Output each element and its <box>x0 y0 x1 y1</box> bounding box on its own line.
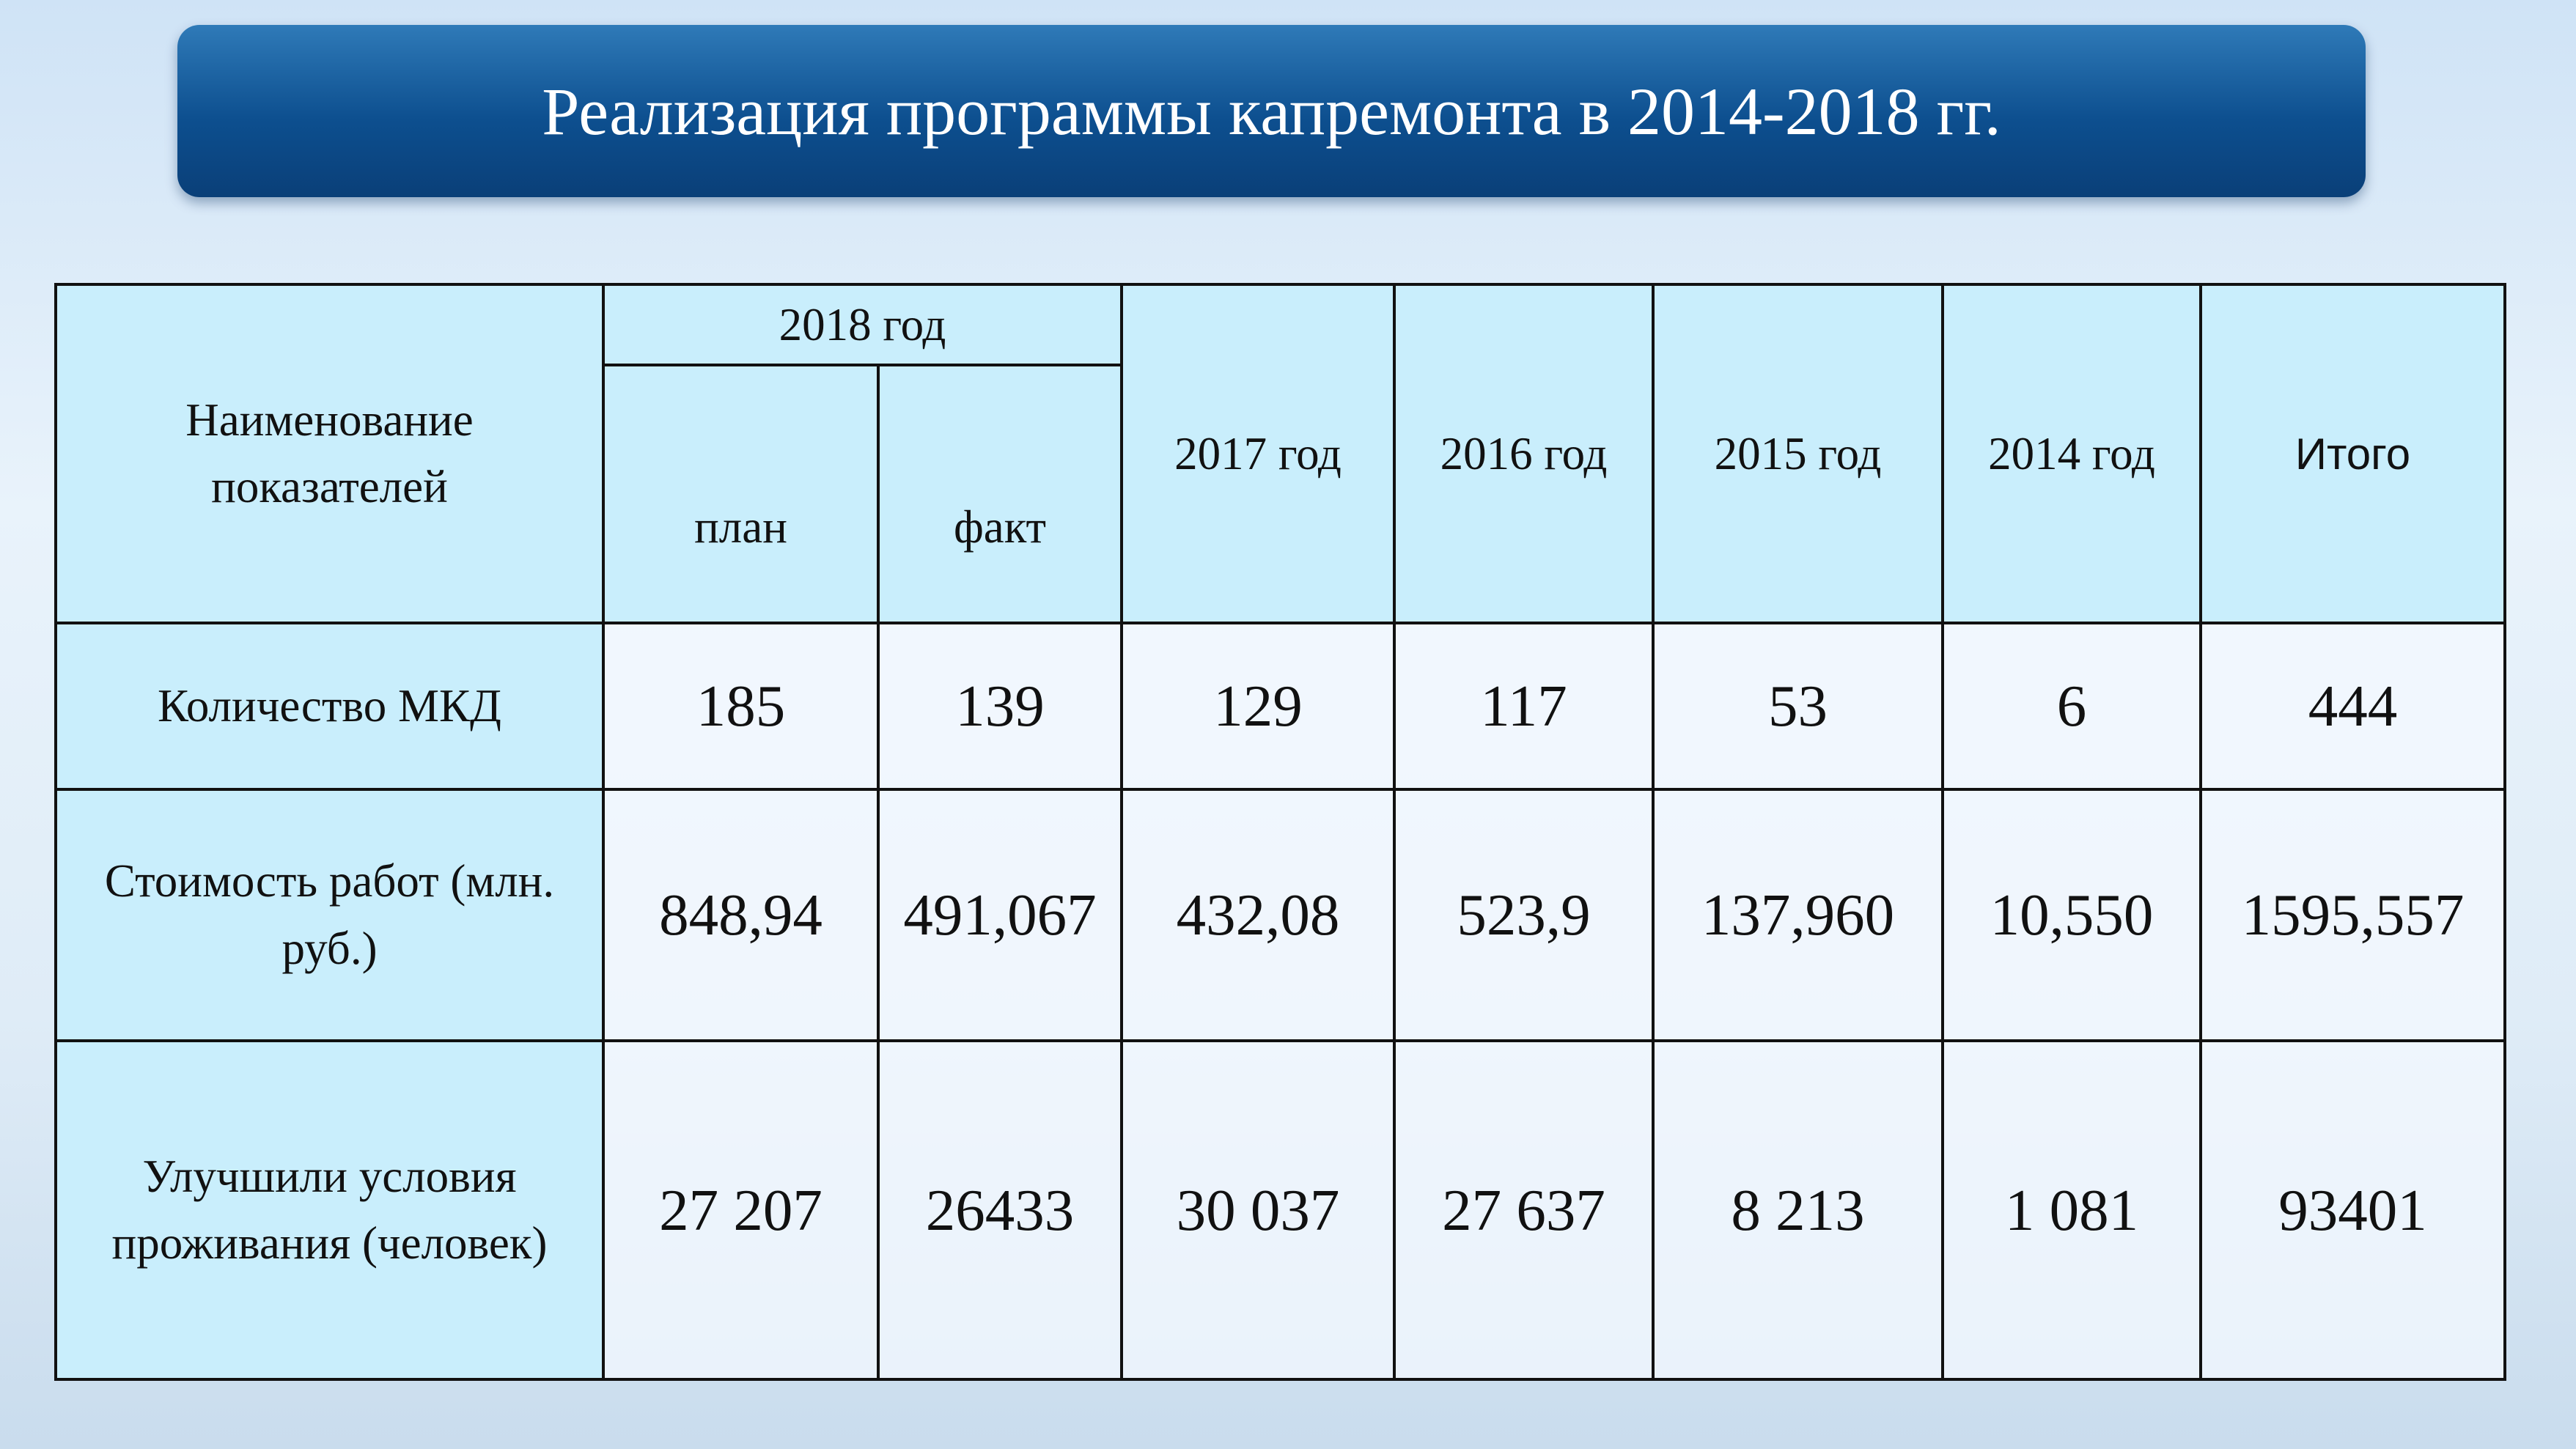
row-label: Улучшили условия проживания (человек) <box>54 1039 605 1381</box>
corner-header: Наименование показателей <box>54 283 605 624</box>
cell-value: 27 207 <box>602 1039 880 1381</box>
group-header: 2018 год <box>602 283 1123 366</box>
cell-value: 10,550 <box>1941 788 2202 1042</box>
title-bar: Реализация программы капремонта в 2014-2… <box>177 25 2366 197</box>
column-header: 2015 год <box>1652 283 1944 624</box>
cell-value: 129 <box>1120 622 1396 791</box>
cell-value: 1 081 <box>1941 1039 2202 1381</box>
cell-value: 523,9 <box>1393 788 1655 1042</box>
data-table: Наименование показателей 2018 год 2017 г… <box>54 283 2506 1381</box>
column-header: Итого <box>2199 283 2506 624</box>
cell-value: 185 <box>602 622 880 791</box>
row-label: Стоимость работ (млн. руб.) <box>54 788 605 1042</box>
sub-header: факт <box>877 364 1123 624</box>
row-label: Количество МКД <box>54 622 605 791</box>
cell-value: 137,960 <box>1652 788 1944 1042</box>
cell-value: 491,067 <box>877 788 1123 1042</box>
cell-value: 848,94 <box>602 788 880 1042</box>
cell-value: 117 <box>1393 622 1655 791</box>
cell-value: 139 <box>877 622 1123 791</box>
slide-title: Реализация программы капремонта в 2014-2… <box>542 73 2001 149</box>
cell-value: 53 <box>1652 622 1944 791</box>
cell-value: 432,08 <box>1120 788 1396 1042</box>
column-header: 2017 год <box>1120 283 1396 624</box>
cell-value: 27 637 <box>1393 1039 1655 1381</box>
sub-header: план <box>602 364 880 624</box>
cell-value: 30 037 <box>1120 1039 1396 1381</box>
cell-value: 6 <box>1941 622 2202 791</box>
cell-value: 26433 <box>877 1039 1123 1381</box>
cell-value: 444 <box>2199 622 2506 791</box>
cell-value: 93401 <box>2199 1039 2506 1381</box>
column-header: 2016 год <box>1393 283 1655 624</box>
column-header: 2014 год <box>1941 283 2202 624</box>
cell-value: 1595,557 <box>2199 788 2506 1042</box>
cell-value: 8 213 <box>1652 1039 1944 1381</box>
